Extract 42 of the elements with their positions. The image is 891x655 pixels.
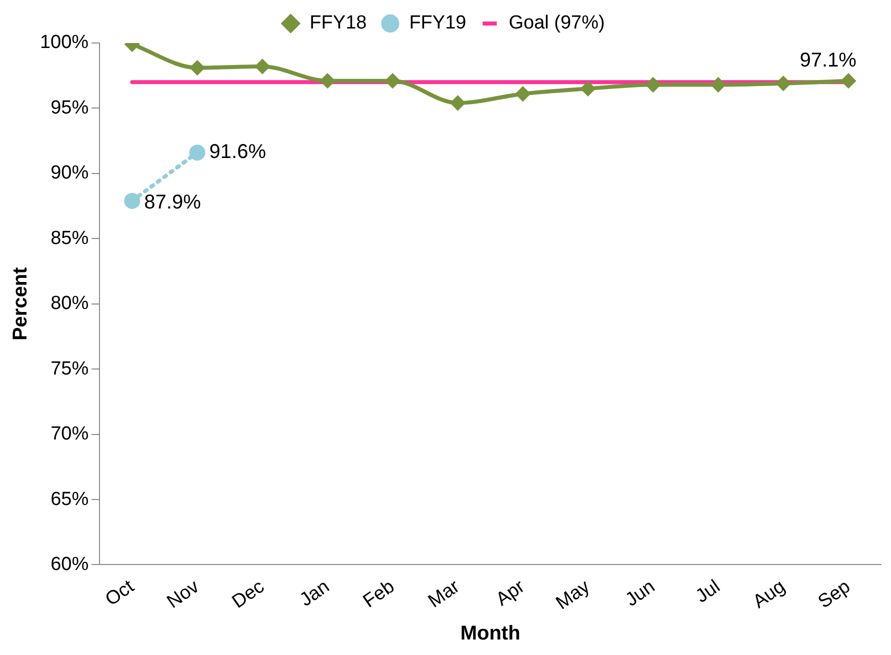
x-tick-label: Apr (492, 576, 530, 610)
data-label: 91.6% (209, 141, 266, 164)
point (711, 78, 726, 92)
point (320, 74, 335, 88)
x-axis-title: Month (460, 622, 520, 645)
x-tick-label: Oct (102, 576, 139, 610)
x-tick-label: Nov (163, 576, 204, 613)
point (190, 60, 204, 75)
y-tick-label: 95% (50, 97, 89, 118)
x-tick-label: Sep (814, 576, 854, 613)
point (841, 74, 856, 88)
x-tick-label: Jul (692, 576, 724, 608)
x-tick-label: Aug (749, 576, 790, 613)
point (189, 144, 206, 161)
point (516, 86, 530, 101)
data-label: 97.1% (800, 49, 857, 72)
y-tick-label: 90% (50, 162, 89, 184)
x-tick-label: May (552, 576, 594, 614)
y-tick-label: 80% (50, 293, 89, 314)
point (124, 192, 140, 209)
y-tick-label: 60% (50, 554, 89, 575)
y-tick-label: 85% (50, 228, 89, 249)
y-tick-label: 70% (50, 424, 89, 445)
legend-label: FFY19 (409, 12, 466, 34)
x-tick-label: Dec (228, 576, 268, 613)
point (450, 96, 465, 110)
point (646, 78, 660, 92)
y-tick-label: 75% (50, 358, 89, 380)
point (255, 59, 270, 74)
legend-label: Goal (97%) (508, 12, 605, 34)
x-tick-label: Jun (622, 576, 659, 612)
point (580, 82, 595, 96)
y-tick-label: 100% (40, 32, 89, 54)
point (776, 76, 790, 90)
x-tick-label: Feb (360, 576, 398, 612)
y-axis-title: Percent (10, 266, 32, 341)
x-tick-label: Mar (424, 576, 464, 612)
y-tick-label: 65% (50, 488, 89, 510)
data-label: 87.9% (144, 191, 202, 214)
x-tick-label: Jan (296, 576, 334, 612)
point (386, 74, 400, 88)
legend-label: FFY18 (310, 12, 367, 34)
